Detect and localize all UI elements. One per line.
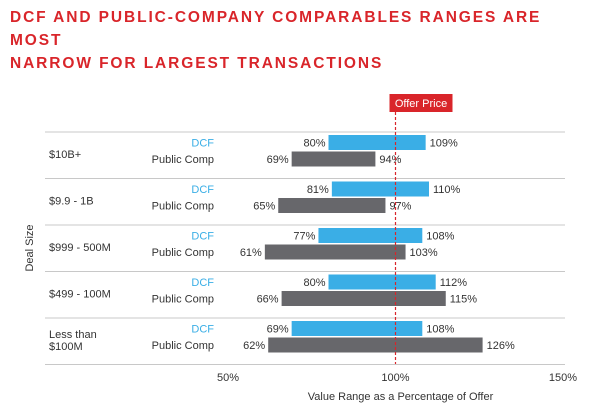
range-bar xyxy=(268,337,483,353)
range-bar xyxy=(331,181,429,197)
chart-title: DCF AND PUBLIC-COMPANY COMPARABLES RANGE… xyxy=(10,6,590,75)
x-tick-label: 50% xyxy=(217,372,239,384)
deal-size-label: $100M xyxy=(49,341,83,353)
series-label: Public Comp xyxy=(152,154,214,166)
deal-size-label: $499 - 100M xyxy=(49,289,111,301)
low-value-label: 65% xyxy=(253,201,275,213)
deal-size-label: $10B+ xyxy=(49,149,81,161)
range-bar xyxy=(278,198,386,213)
low-value-label: 61% xyxy=(240,247,262,259)
range-bar xyxy=(291,151,376,167)
range-bar xyxy=(291,321,423,336)
low-value-label: 62% xyxy=(243,340,265,352)
series-label: Public Comp xyxy=(152,340,214,352)
x-tick-label: 100% xyxy=(381,372,409,384)
y-axis-title: Deal Size xyxy=(24,224,36,271)
high-value-label: 108% xyxy=(426,324,454,336)
series-label: DCF xyxy=(191,324,214,336)
low-value-label: 69% xyxy=(267,324,289,336)
series-label: Public Comp xyxy=(152,247,214,259)
series-label: Public Comp xyxy=(152,294,214,306)
x-tick-label: 150% xyxy=(549,372,577,384)
low-value-label: 66% xyxy=(257,294,279,306)
low-value-label: 81% xyxy=(307,184,329,196)
high-value-label: 94% xyxy=(379,154,401,166)
series-label: Public Comp xyxy=(152,201,214,213)
offer-price-label: Offer Price xyxy=(395,98,447,110)
series-label: DCF xyxy=(191,184,214,196)
high-value-label: 115% xyxy=(450,294,478,306)
series-label: DCF xyxy=(191,231,214,243)
range-bar xyxy=(318,228,423,243)
series-label: DCF xyxy=(191,138,214,150)
high-value-label: 97% xyxy=(389,201,411,213)
range-bar xyxy=(281,291,446,306)
high-value-label: 109% xyxy=(430,138,458,150)
low-value-label: 80% xyxy=(303,277,325,289)
high-value-label: 108% xyxy=(426,231,454,243)
deal-size-label: $9.9 - 1B xyxy=(49,196,94,208)
high-value-label: 112% xyxy=(440,277,468,289)
deal-size-label: $999 - 500M xyxy=(49,242,111,254)
offer-price-flag xyxy=(389,94,453,112)
range-bar xyxy=(328,274,436,290)
chart-title-line-1: DCF AND PUBLIC-COMPANY COMPARABLES RANGE… xyxy=(10,9,542,49)
series-label: DCF xyxy=(191,277,214,289)
chart-title-line-2: NARROW FOR LARGEST TRANSACTIONS xyxy=(10,55,384,72)
high-value-label: 110% xyxy=(433,184,461,196)
low-value-label: 77% xyxy=(293,231,315,243)
low-value-label: 80% xyxy=(303,138,325,150)
deal-size-label: Less than xyxy=(49,329,97,341)
range-bar xyxy=(328,135,426,150)
high-value-label: 126% xyxy=(487,340,515,352)
low-value-label: 69% xyxy=(267,154,289,166)
x-axis-title: Value Range as a Percentage of Offer xyxy=(308,391,494,403)
high-value-label: 103% xyxy=(410,247,438,259)
range-bar xyxy=(264,244,406,260)
